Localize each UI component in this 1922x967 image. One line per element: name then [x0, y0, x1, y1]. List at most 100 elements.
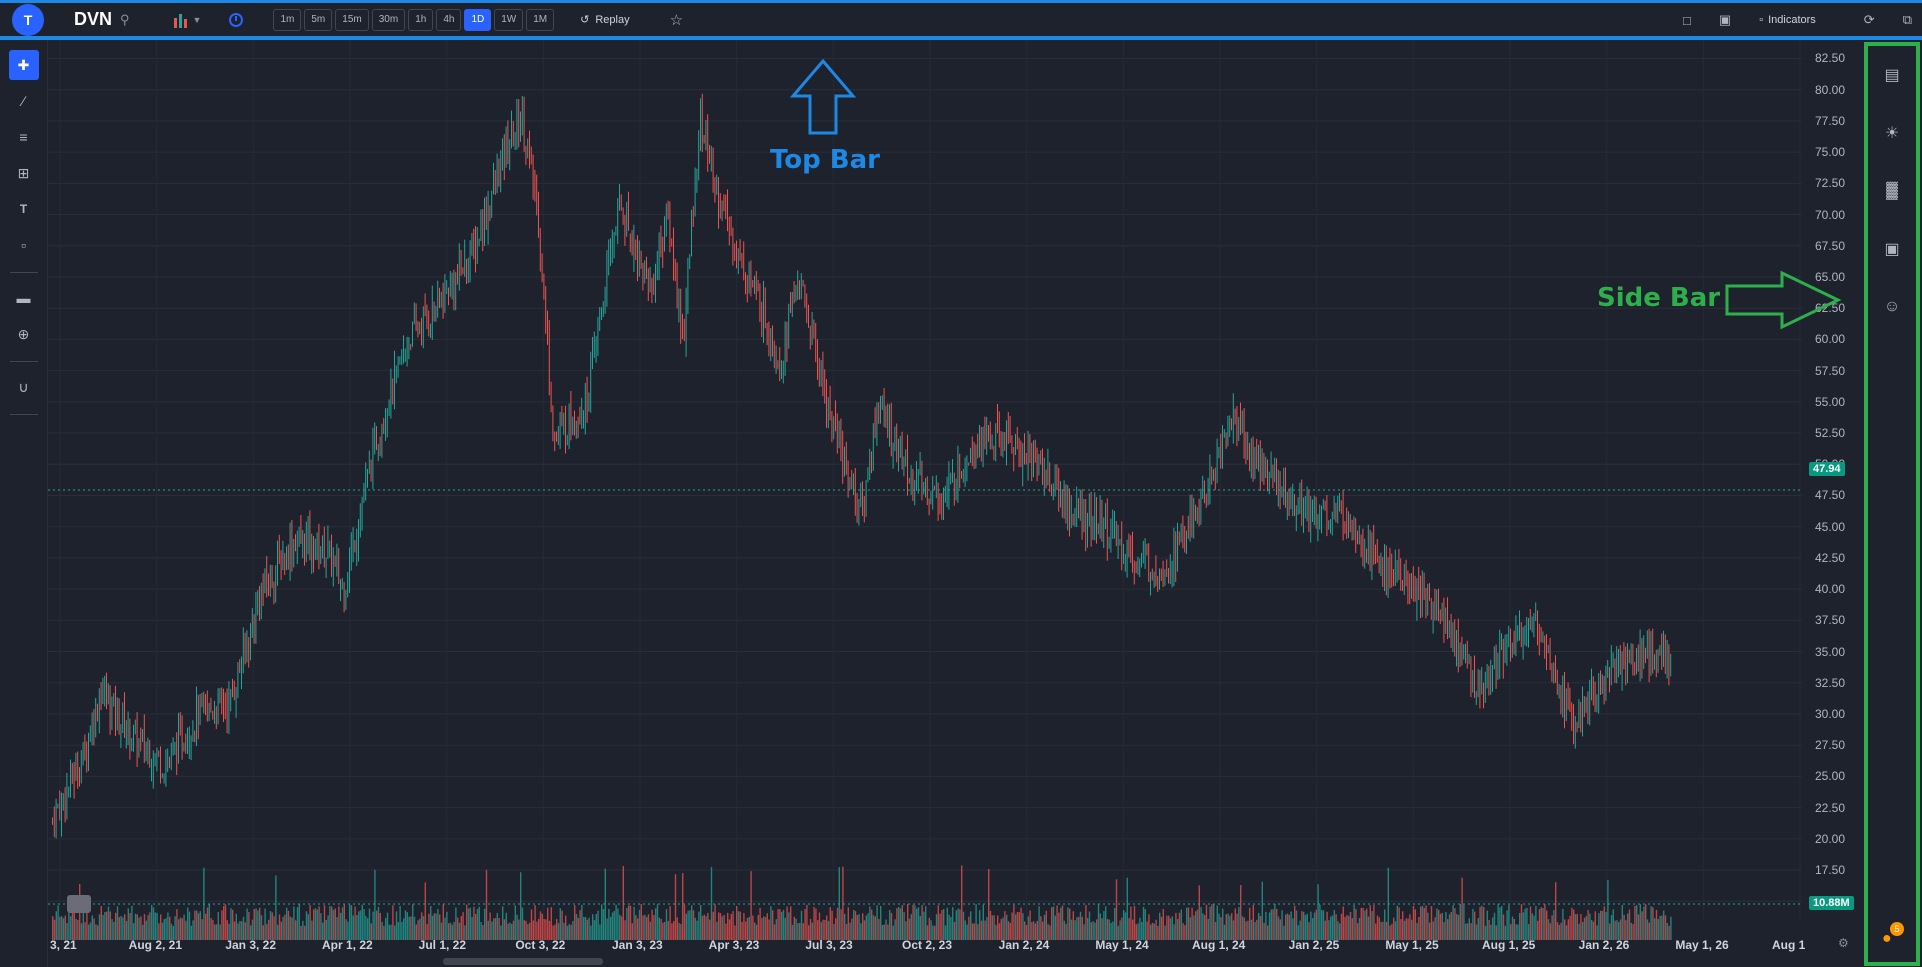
volume-bar	[890, 912, 893, 940]
volume-bar	[1396, 905, 1398, 940]
volume-bar	[935, 914, 938, 940]
community-icon[interactable]: ☺	[1883, 298, 1901, 315]
volume-bar	[948, 914, 950, 940]
volume-bar	[62, 918, 65, 940]
layout-icon[interactable]: □	[1683, 12, 1691, 28]
volume-bar	[185, 920, 187, 940]
volume-bar	[1322, 910, 1325, 940]
volume-bar	[1040, 916, 1042, 940]
timeframe-1D[interactable]: 1D	[464, 8, 492, 31]
volume-bar	[1331, 915, 1334, 940]
pattern-icon[interactable]: ⊞	[17, 164, 30, 181]
volume-bar	[1160, 916, 1163, 940]
volume-bar	[1492, 917, 1494, 940]
volume-bar	[707, 912, 709, 940]
volume-bar	[1209, 906, 1211, 940]
volume-bar	[930, 920, 932, 940]
chart-area[interactable]	[48, 40, 1864, 967]
timeframe-5m[interactable]: 5m	[304, 8, 333, 31]
volume-bar	[1555, 882, 1557, 940]
volume-bar	[581, 904, 583, 940]
timeframe-30m[interactable]: 30m	[371, 8, 406, 31]
volume-bar	[106, 911, 108, 940]
price-tick-label: 45.00	[1815, 519, 1846, 534]
notification-icon[interactable]: ● 5	[1882, 922, 1904, 948]
volume-bar	[691, 905, 693, 940]
volume-bar	[601, 904, 603, 940]
magnet-icon[interactable]: ∪	[18, 378, 29, 395]
timeframe-4h[interactable]: 4h	[436, 8, 462, 31]
refresh-icon[interactable]: ⟳	[1863, 12, 1875, 27]
volume-bar	[849, 922, 851, 940]
volume-bar	[1250, 919, 1253, 940]
indicators-button[interactable]: ▫ Indicators	[1759, 14, 1816, 26]
volume-bar	[730, 913, 732, 940]
chart-type-icon[interactable]	[173, 12, 187, 28]
timeframe-1m[interactable]: 1m	[273, 8, 302, 31]
clock-icon[interactable]	[229, 12, 244, 27]
alert-icon[interactable]: ☀	[1884, 125, 1900, 142]
volume-bar	[1600, 910, 1602, 940]
volume-bar	[1510, 924, 1512, 940]
replay-button[interactable]: ↺ Replay	[580, 13, 629, 27]
volume-bar	[988, 869, 990, 940]
ruler-icon[interactable]: ▬	[16, 290, 31, 306]
volume-bar	[788, 912, 790, 940]
volume-bar	[190, 925, 192, 940]
fib-icon[interactable]: ≡	[19, 129, 28, 145]
volume-bar	[462, 912, 464, 940]
fullscreen-icon[interactable]: ⧉	[1902, 12, 1912, 27]
volume-bar	[763, 916, 765, 940]
chevron-down-icon[interactable]: ▼	[192, 14, 202, 25]
settings-icon[interactable]: ⚙	[1838, 936, 1849, 950]
volume-bar	[595, 914, 597, 940]
chart-scrollbar[interactable]	[443, 958, 603, 965]
volume-bar	[511, 923, 513, 940]
volume-bar	[907, 904, 909, 940]
avatar[interactable]: T	[12, 3, 44, 36]
zoom-icon[interactable]: ⊕	[17, 325, 30, 342]
tool-divider	[9, 361, 38, 362]
volume-bar	[257, 910, 259, 940]
volume-bar	[961, 865, 963, 940]
volume-bar	[1321, 909, 1323, 940]
volume-bar	[1295, 910, 1298, 940]
timeframe-1h[interactable]: 1h	[408, 8, 434, 31]
volume-bar	[1245, 921, 1247, 940]
volume-bar	[829, 907, 831, 940]
volume-bar	[809, 918, 812, 940]
watchlist-icon[interactable]: ▤	[1884, 67, 1900, 84]
volume-bar	[84, 922, 86, 940]
time-tick-label: Apr 3, 23	[708, 938, 760, 952]
volume-bar	[1529, 906, 1532, 940]
time-tick-label: Jan 3, 22	[225, 938, 277, 952]
volume-bar	[1425, 905, 1427, 940]
timeframe-15m[interactable]: 15m	[335, 8, 369, 31]
text-icon[interactable]: T	[19, 202, 28, 216]
volume-bar	[295, 920, 297, 940]
volume-bar	[1375, 923, 1377, 940]
volume-bar	[1328, 920, 1330, 940]
volume-bar	[170, 923, 173, 940]
price-chart[interactable]	[48, 40, 1864, 967]
last-price-tag: 47.94	[1809, 462, 1845, 476]
chart-data-icon[interactable]: ▓	[1886, 182, 1898, 199]
trendline-icon[interactable]: ∕	[22, 93, 25, 109]
volume-bar	[865, 915, 867, 940]
volume-bar	[478, 906, 480, 940]
timeframe-1M[interactable]: 1M	[526, 8, 555, 31]
search-icon[interactable]: ⚲	[120, 11, 130, 27]
star-icon[interactable]: ☆	[669, 11, 684, 29]
volume-bar	[1130, 906, 1132, 940]
volume-bar	[212, 919, 214, 940]
symbol-label[interactable]: DVN	[74, 9, 113, 29]
timeframe-1W[interactable]: 1W	[494, 8, 524, 31]
camera-icon[interactable]: ▣	[1718, 12, 1732, 27]
volume-bar	[219, 924, 221, 940]
volume-bar	[840, 909, 842, 940]
volume-bar	[125, 920, 128, 940]
comment-icon[interactable]: ▫	[21, 237, 26, 253]
crosshair-icon[interactable]: ✚	[8, 50, 39, 80]
hotlist-icon[interactable]: ▣	[1884, 241, 1900, 258]
volume-bar	[325, 919, 327, 940]
